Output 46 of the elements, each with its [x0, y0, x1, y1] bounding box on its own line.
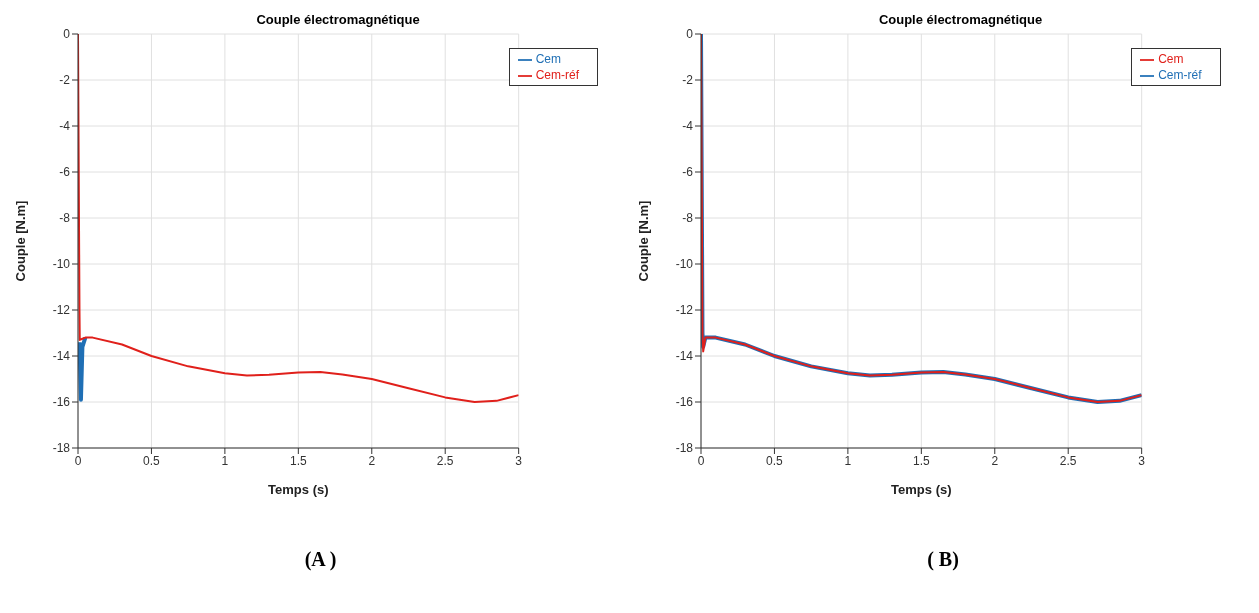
- x-tick-label: 2: [368, 453, 376, 468]
- y-tick-label: -12: [52, 303, 71, 318]
- y-tick-label: -4: [59, 119, 71, 134]
- y-axis-title: Couple [N.m]: [635, 200, 651, 282]
- y-tick-label: -14: [675, 349, 693, 364]
- x-tick-label: 3: [515, 453, 523, 468]
- x-axis-title: Temps (s): [890, 482, 952, 497]
- x-tick-label: 0: [697, 453, 705, 468]
- x-tick-label: 2.5: [1059, 453, 1077, 468]
- x-tick-label: 1.5: [289, 453, 307, 468]
- text: (A ): [303, 548, 338, 571]
- y-tick-label: -18: [675, 441, 693, 456]
- x-tick-label: 0.5: [143, 453, 161, 468]
- x-tick-label: 0: [74, 453, 82, 468]
- y-tick-label: -8: [59, 211, 71, 226]
- y-tick-label: -10: [52, 257, 71, 272]
- y-tick-label: -6: [681, 165, 693, 180]
- x-tick-label: 3: [1137, 453, 1145, 468]
- y-tick-label: -2: [59, 73, 71, 88]
- y-tick-label: 0: [63, 27, 71, 42]
- y-tick-label: -4: [681, 119, 693, 134]
- y-tick-label: -10: [675, 257, 693, 272]
- chart-title: Couple électromagnétique: [255, 12, 421, 27]
- text: ( B): [926, 548, 960, 571]
- x-tick-label: 0.5: [765, 453, 783, 468]
- y-tick-label: -12: [675, 303, 693, 318]
- y-tick-label: -16: [52, 395, 71, 410]
- legend-label: Cem: [1158, 52, 1184, 66]
- chart-title: Couple électromagnétique: [877, 12, 1044, 27]
- y-tick-label: -16: [675, 395, 693, 410]
- y-tick-label: -8: [681, 211, 693, 226]
- legend-label: Cem-réf: [535, 68, 579, 82]
- x-axis-title: Temps (s): [268, 482, 329, 497]
- y-tick-label: -18: [52, 441, 71, 456]
- y-axis-title: Couple [N.m]: [12, 200, 28, 282]
- y-tick-label: 0: [685, 27, 693, 42]
- x-tick-label: 2.5: [436, 453, 454, 468]
- x-tick-label: 1: [844, 453, 852, 468]
- legend-label: Cem: [535, 52, 561, 66]
- legend-label: Cem-réf: [1158, 68, 1202, 82]
- x-tick-label: 1: [221, 453, 229, 468]
- y-tick-label: -14: [52, 349, 71, 364]
- y-tick-label: -6: [59, 165, 71, 180]
- x-tick-label: 2: [990, 453, 998, 468]
- x-tick-label: 1.5: [912, 453, 930, 468]
- y-tick-label: -2: [681, 73, 693, 88]
